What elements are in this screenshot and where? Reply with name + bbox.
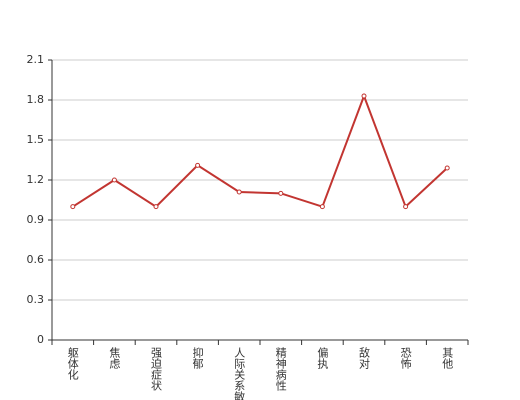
x-tick-label: 偏执 bbox=[316, 346, 329, 370]
x-tick-label: 精神病性 bbox=[274, 347, 287, 392]
y-tick-label: 2.1 bbox=[27, 53, 45, 66]
x-tick-label: 强迫症状 bbox=[150, 347, 163, 391]
x-tick-label: 敌对 bbox=[358, 346, 371, 369]
point bbox=[278, 190, 284, 196]
x-tick-label: 其他 bbox=[441, 347, 454, 369]
point bbox=[153, 204, 159, 210]
y-tick-label: 0.3 bbox=[27, 293, 45, 306]
point bbox=[111, 177, 117, 183]
point bbox=[403, 204, 409, 210]
y-tick-label: 1.5 bbox=[27, 133, 45, 146]
x-tick-label: 焦虑 bbox=[108, 347, 121, 369]
point bbox=[236, 189, 242, 195]
point bbox=[444, 165, 450, 171]
y-tick-label: 1.8 bbox=[27, 93, 45, 106]
y-tick-label: 1.2 bbox=[27, 173, 45, 186]
y-tick-label: 0.9 bbox=[27, 213, 45, 226]
y-tick-label: 0 bbox=[37, 333, 44, 346]
point bbox=[361, 93, 367, 99]
y-tick-label: 0.6 bbox=[27, 253, 45, 266]
point bbox=[195, 162, 201, 168]
x-tick-label: 恐怖 bbox=[399, 347, 412, 369]
series-line bbox=[72, 93, 448, 209]
point bbox=[70, 204, 76, 210]
x-tick-label: 人际关系敏感 bbox=[233, 347, 246, 400]
x-tick-label: 抑郁 bbox=[191, 346, 204, 369]
point bbox=[319, 204, 325, 210]
x-tick-label: 躯体化 bbox=[66, 347, 79, 381]
